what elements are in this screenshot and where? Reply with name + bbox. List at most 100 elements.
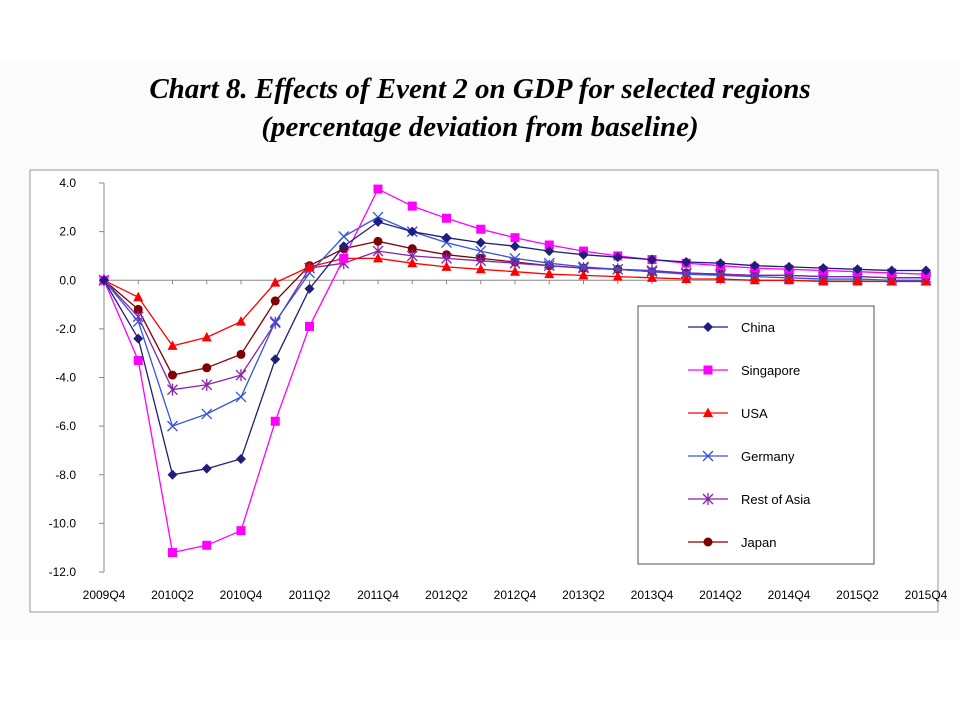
data-point-japan — [168, 370, 177, 380]
legend-label-usa: USA — [741, 406, 768, 421]
series-usa — [99, 252, 931, 350]
data-point-usa — [921, 275, 931, 286]
data-point-china — [647, 254, 657, 265]
data-point-usa — [304, 261, 315, 271]
legend-item-usa: USA — [688, 406, 768, 421]
data-point-china — [544, 246, 555, 257]
data-point-usa — [510, 266, 520, 276]
data-point-china — [784, 261, 794, 272]
legend-label-germany: Germany — [741, 449, 795, 464]
legend-label-japan: Japan — [741, 535, 776, 550]
legend-label-china: China — [741, 320, 776, 335]
y-tick-label: -8.0 — [55, 468, 76, 482]
data-point-china — [407, 226, 418, 237]
axes: 4.0 2.0 0.0 -2.0 -4.0 -6.0 -8.0 -10.0 -12.0 2009Q… — [49, 176, 948, 602]
data-point-japan — [202, 363, 212, 373]
data-point-japan — [236, 349, 246, 359]
legend-marker-japan — [703, 537, 713, 547]
data-point-usa — [373, 252, 383, 263]
legend-item-japan: Japan — [688, 535, 776, 550]
data-point-singapore — [168, 548, 177, 558]
marker-stroke — [132, 316, 144, 328]
data-point-china — [578, 249, 589, 260]
data-point-usa — [852, 275, 863, 286]
data-point-singapore — [202, 540, 212, 550]
data-point-japan — [133, 304, 143, 314]
data-point-china — [441, 232, 452, 243]
data-point-singapore — [305, 321, 314, 331]
data-point-usa — [681, 273, 692, 284]
data-point-japan — [373, 236, 383, 246]
y-tick-label: -6.0 — [55, 419, 76, 433]
legend-item-singapore: Singapore — [688, 363, 800, 378]
data-point-germany — [201, 408, 213, 420]
x-tick-label: 2015Q4 — [905, 588, 948, 602]
data-point-china — [886, 265, 897, 276]
data-point-china — [818, 263, 829, 274]
data-point-china — [475, 237, 486, 248]
data-point-china — [201, 463, 212, 474]
legend-marker-germany — [702, 450, 714, 462]
data-point-usa — [612, 271, 623, 281]
data-point-germany — [475, 245, 487, 257]
x-tick-label: 2014Q4 — [768, 588, 811, 602]
data-point-rest-of-asia — [167, 383, 178, 396]
data-point-usa — [715, 273, 726, 284]
data-point-china — [133, 333, 144, 344]
data-point-china — [304, 283, 315, 294]
marker-stroke — [475, 245, 487, 257]
chart-title: Chart 8. Effects of Event 2 on GDP for s… — [0, 70, 960, 146]
y-tick-label: 2.0 — [59, 225, 76, 239]
data-point-singapore — [442, 213, 451, 223]
data-point-usa — [441, 261, 452, 271]
marker-stroke — [646, 266, 658, 278]
marker-stroke — [201, 408, 213, 420]
marker-stroke — [235, 391, 247, 403]
y-tick-label: 0.0 — [59, 273, 76, 287]
x-tick-label: 2013Q2 — [562, 588, 605, 602]
data-point-singapore — [236, 526, 246, 536]
data-point-usa — [818, 275, 829, 286]
x-tick-label: 2012Q2 — [425, 588, 468, 602]
x-tick-label: 2014Q2 — [699, 588, 742, 602]
data-point-singapore — [133, 355, 143, 365]
data-point-usa — [544, 268, 555, 279]
data-point-singapore — [476, 224, 486, 234]
legend-item-china: China — [688, 320, 776, 335]
data-point-china — [236, 453, 246, 464]
marker-stroke — [543, 257, 555, 269]
data-point-usa — [167, 340, 178, 350]
data-point-usa — [578, 269, 589, 280]
x-tick-label: 2010Q4 — [220, 588, 263, 602]
x-tick-label: 2009Q4 — [83, 588, 126, 602]
data-point-rest-of-asia — [201, 378, 213, 391]
data-point-japan — [270, 296, 280, 306]
marker-stroke — [269, 316, 281, 328]
data-point-rest-of-asia — [235, 369, 247, 382]
data-point-china — [338, 241, 349, 252]
x-tick-label: 2013Q4 — [631, 588, 674, 602]
y-tick-label: -2.0 — [55, 322, 76, 336]
legend-marker-china — [703, 322, 713, 332]
series-china — [99, 216, 931, 480]
data-point-china — [921, 265, 931, 276]
data-point-germany — [646, 266, 658, 278]
marker-stroke — [702, 450, 714, 462]
y-tick-label: -10.0 — [49, 516, 77, 530]
marker-stroke — [338, 231, 350, 242]
legend-label-rest-of-asia: Rest of Asia — [741, 492, 811, 507]
data-point-germany — [269, 316, 281, 328]
x-tick-label: 2011Q2 — [289, 588, 331, 602]
x-tick-label: 2010Q2 — [151, 588, 194, 602]
data-point-germany — [338, 231, 350, 242]
data-point-usa — [647, 272, 657, 282]
data-point-china — [852, 264, 863, 275]
data-point-usa — [475, 263, 486, 274]
y-tick-label: 4.0 — [59, 176, 76, 190]
data-point-china — [612, 252, 623, 263]
legend-label-singapore: Singapore — [741, 363, 800, 378]
y-tick-label: -12.0 — [49, 565, 77, 579]
data-point-china — [749, 260, 760, 271]
data-point-singapore — [339, 253, 349, 263]
data-point-germany — [132, 316, 144, 328]
